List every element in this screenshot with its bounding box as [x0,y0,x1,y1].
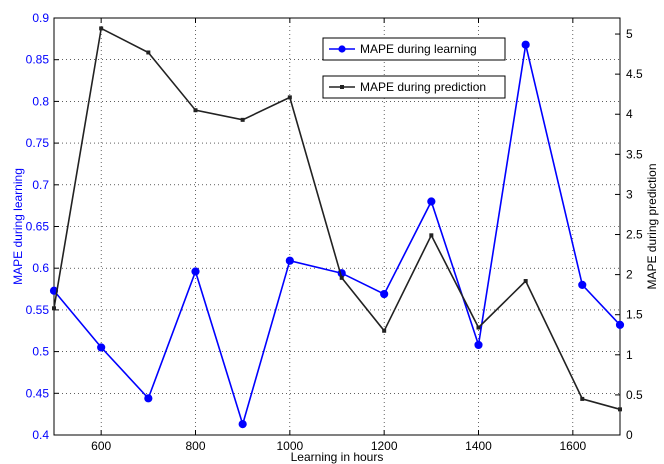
left-y-tick-label: 0.85 [26,53,50,67]
learning-data-point [144,394,153,403]
legend-box-2 [322,75,506,99]
legend-swatch-marker-2 [340,85,344,89]
left-y-tick-label: 0.65 [26,220,50,234]
learning-data-point [97,343,106,352]
x-tick-label: 600 [91,439,111,453]
x-tick-label: 1200 [371,439,398,453]
legend-label-1: MAPE during learning [360,42,477,56]
prediction-data-point [382,328,387,333]
prediction-data-point [240,117,245,122]
right-y-tick-label: 0 [626,428,633,442]
left-y-tick-label: 0.4 [32,428,49,442]
prediction-data-point [193,108,198,113]
left-y-tick-label: 0.6 [32,261,49,275]
prediction-data-point [476,325,481,330]
learning-data-point [191,267,200,276]
prediction-data-point [523,279,528,284]
axis-ticks: 600 800 1000 1200 1400 16000.40.450.50.550.60… [26,11,643,453]
prediction-data-point [52,306,56,311]
learning-data-point [427,197,436,206]
legend-label-2: MAPE during prediction [360,80,486,94]
learning-data-point [285,256,294,265]
learning-data-point [521,40,530,49]
right-y-tick-label: 1 [626,348,633,362]
learning-data-point [380,289,389,299]
x-tick-label: 800 [185,439,205,453]
right-y-tick-label: 5 [626,27,633,41]
prediction-data-point [580,396,585,401]
x-tick-label: 1000 [276,439,303,453]
learning-data-point [615,320,625,330]
prediction-data-point [99,26,104,31]
prediction-data-point [287,95,292,100]
left-y-axis-title: MAPE during learning [11,168,25,285]
prediction-data-point [339,275,344,280]
x-axis-title: Learning in hours [291,450,384,464]
left-y-tick-label: 0.5 [32,345,49,359]
learning-data-point [474,340,483,350]
left-y-tick-label: 0.9 [32,11,49,25]
prediction-data-point [618,407,622,412]
learning-data-point [578,280,587,289]
x-tick-label: 1600 [559,439,586,453]
right-y-tick-label: 0.5 [626,388,643,402]
x-tick-label: 1400 [465,439,492,453]
left-y-tick-label: 0.8 [32,94,49,108]
right-y-tick-label: 1.5 [626,308,643,322]
right-y-tick-label: 2.5 [626,228,643,242]
right-y-tick-label: 2 [626,268,633,282]
prediction-data-point [429,233,434,238]
series [49,26,625,429]
prediction-data-point [146,50,151,55]
legend-swatch-marker-1 [338,45,346,53]
right-y-axis-title: MAPE during prediction [645,163,659,289]
right-y-tick-label: 3.5 [626,147,643,161]
left-y-tick-label: 0.75 [26,136,50,150]
legend: MAPE during learning MAPE during predicti… [322,37,506,99]
right-y-tick-label: 4.5 [626,67,643,81]
right-y-tick-label: 4 [626,107,633,121]
left-y-tick-label: 0.45 [26,386,50,400]
learning-data-point [238,420,247,429]
grid [54,18,620,435]
right-y-tick-label: 3 [626,187,633,201]
left-y-tick-label: 0.55 [26,303,50,317]
left-y-tick-label: 0.7 [32,178,49,192]
legend-box-1 [322,37,506,61]
